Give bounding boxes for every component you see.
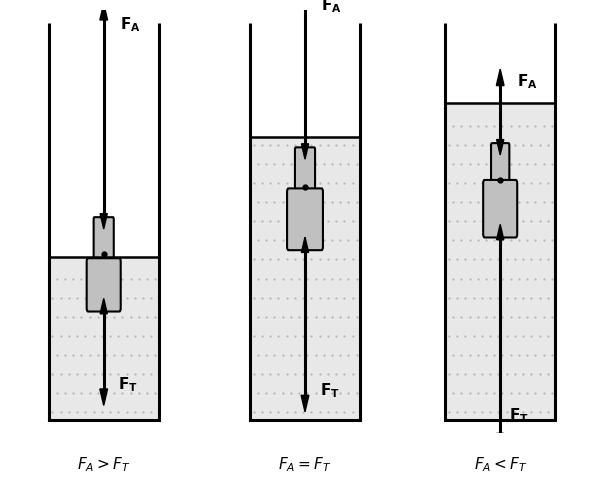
Polygon shape [301,0,309,1]
FancyBboxPatch shape [295,147,315,194]
Polygon shape [497,69,504,86]
FancyBboxPatch shape [287,188,323,250]
FancyBboxPatch shape [491,143,509,185]
Bar [250,137,360,420]
Text: $\mathbf{F_T}$: $\mathbf{F_T}$ [320,381,339,400]
Polygon shape [100,3,107,20]
Bar [49,23,159,257]
Polygon shape [100,299,107,314]
Text: $F_A > F_T$: $F_A > F_T$ [77,456,131,474]
Polygon shape [301,237,309,252]
FancyBboxPatch shape [87,258,121,311]
Polygon shape [497,224,504,240]
Text: $\mathbf{F_T}$: $\mathbf{F_T}$ [509,407,529,426]
Text: $F_A = F_T$: $F_A = F_T$ [278,456,332,474]
Polygon shape [100,389,107,405]
FancyBboxPatch shape [483,180,517,238]
Text: $\mathbf{F_A}$: $\mathbf{F_A}$ [517,72,537,91]
Text: $\mathbf{F_T}$: $\mathbf{F_T}$ [118,375,138,394]
Text: $F_A < F_T$: $F_A < F_T$ [473,456,527,474]
Text: $\mathbf{F_A}$: $\mathbf{F_A}$ [321,0,342,15]
Polygon shape [100,214,107,229]
Text: $\mathbf{F_A}$: $\mathbf{F_A}$ [120,15,141,34]
FancyBboxPatch shape [94,217,114,264]
Polygon shape [497,140,504,155]
Bar [445,23,555,103]
Polygon shape [301,144,309,159]
Polygon shape [301,395,309,412]
Bar [445,103,555,420]
Polygon shape [497,433,504,450]
Bar [250,23,360,137]
Bar [49,257,159,420]
